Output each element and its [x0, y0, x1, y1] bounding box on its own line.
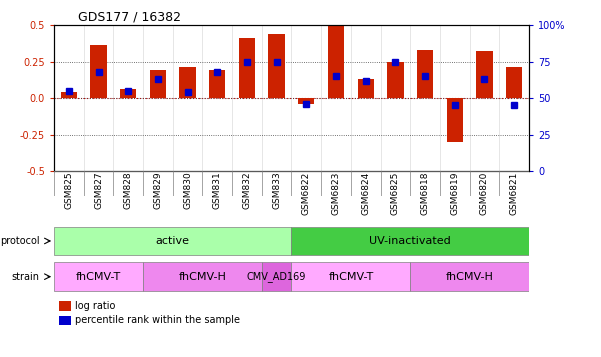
Bar [506, 67, 522, 98]
Text: GSM6820: GSM6820 [480, 172, 489, 215]
Text: GSM832: GSM832 [242, 172, 251, 209]
Bar [298, 98, 314, 104]
Text: percentile rank within the sample: percentile rank within the sample [76, 315, 240, 326]
FancyBboxPatch shape [54, 227, 291, 256]
Text: GSM833: GSM833 [272, 172, 281, 210]
Text: GSM6824: GSM6824 [361, 172, 370, 215]
Text: GSM6822: GSM6822 [302, 172, 311, 215]
Bar [269, 34, 285, 98]
Text: GSM6819: GSM6819 [450, 172, 459, 215]
FancyBboxPatch shape [54, 262, 143, 291]
Text: GSM6821: GSM6821 [510, 172, 519, 215]
Text: fhCMV-H: fhCMV-H [445, 272, 493, 282]
Text: GSM830: GSM830 [183, 172, 192, 210]
FancyBboxPatch shape [291, 262, 410, 291]
Text: fhCMV-H: fhCMV-H [178, 272, 227, 282]
FancyBboxPatch shape [143, 262, 262, 291]
Bar [239, 38, 255, 98]
Text: GSM827: GSM827 [94, 172, 103, 209]
Bar [447, 98, 463, 142]
Text: active: active [156, 236, 190, 246]
Text: GSM6818: GSM6818 [421, 172, 430, 215]
Bar [120, 89, 136, 98]
Text: UV-inactivated: UV-inactivated [369, 236, 451, 246]
Bar [59, 316, 71, 325]
Text: GSM829: GSM829 [153, 172, 162, 209]
Text: GSM6825: GSM6825 [391, 172, 400, 215]
Bar [209, 70, 225, 98]
Text: strain: strain [11, 272, 39, 282]
Bar [476, 51, 493, 98]
Text: GSM828: GSM828 [124, 172, 133, 209]
Text: protocol: protocol [0, 236, 39, 246]
Bar [61, 92, 77, 98]
Text: fhCMV-T: fhCMV-T [328, 272, 373, 282]
Bar [387, 61, 403, 98]
Text: log ratio: log ratio [76, 301, 116, 311]
Bar [59, 301, 71, 311]
FancyBboxPatch shape [262, 262, 291, 291]
Bar [328, 25, 344, 98]
Bar [417, 50, 433, 98]
FancyBboxPatch shape [410, 262, 529, 291]
Text: fhCMV-T: fhCMV-T [76, 272, 121, 282]
Text: GSM6823: GSM6823 [332, 172, 341, 215]
Bar [90, 45, 107, 98]
Text: CMV_AD169: CMV_AD169 [247, 271, 307, 282]
Text: GSM825: GSM825 [64, 172, 73, 209]
Bar [150, 70, 166, 98]
Text: GSM831: GSM831 [213, 172, 222, 210]
Bar [358, 79, 374, 98]
Bar [180, 67, 196, 98]
FancyBboxPatch shape [291, 227, 529, 256]
Text: GDS177 / 16382: GDS177 / 16382 [78, 11, 181, 24]
